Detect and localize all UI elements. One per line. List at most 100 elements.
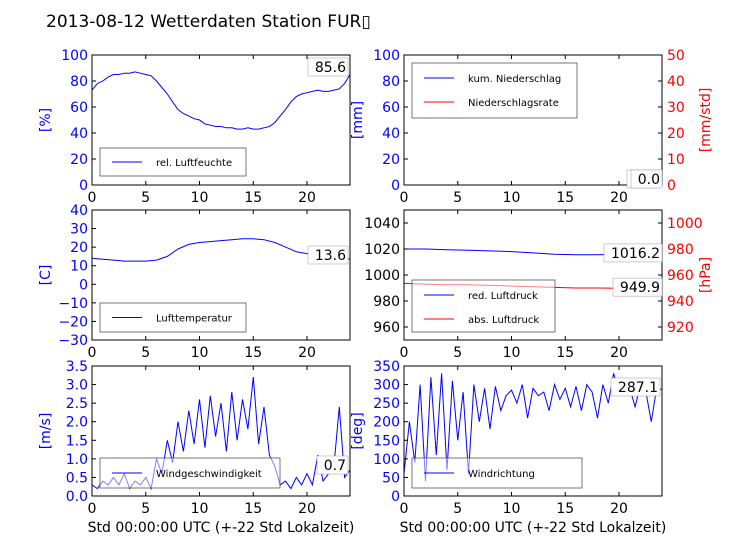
y-tick-label: 3.0 [66,378,88,394]
x-tick-label: 20 [610,190,628,206]
legend: Lufttemperatur [99,302,247,333]
last-value-label-box [316,455,349,475]
x-tick-label: 15 [556,345,574,361]
y-tick-label: 200 [373,415,400,431]
y-tick-label: 20 [70,152,88,168]
x-tick-label: 5 [141,501,150,517]
legend: red. Luftdruck abs. Luftdruck [411,279,556,333]
x-tick-label: 5 [453,345,462,361]
x-tick-label: 5 [453,190,462,206]
last-value2-label-box [630,169,663,189]
x-tick-label: 5 [453,501,462,517]
y-tick-label: 80 [382,74,400,90]
x-tick-label: 10 [503,501,521,517]
y-tick-label: 60 [382,100,400,116]
y-axis-label: [%] [38,108,54,132]
chart-humidity: 0 5 10 15 20 0 20 40 60 80 100 [%] 85.6 rel. Luftfeuc… [38,48,351,206]
x-tick-label: 20 [298,190,316,206]
y-tick-label: 2.0 [66,415,88,431]
series-line-humidity-0 [91,71,351,130]
y-tick-label: −30 [58,333,88,349]
y-tick-label: 1020 [364,242,400,258]
y-tick-label: 1.5 [66,433,88,449]
x-tick-label: 20 [610,501,628,517]
last-value-label-box [307,57,349,77]
legend-frame [411,62,578,119]
last-value-label: 0.7 [324,458,346,474]
y2-tick-label: 0 [667,178,676,194]
y-tick-label: 20 [382,152,400,168]
x-tick-label: 20 [298,345,316,361]
legend-label: abs. Luftdruck [468,315,539,326]
y-tick-label: 20 [70,240,88,256]
last-value-label-box [603,243,663,263]
y-tick-label: 0 [79,277,88,293]
x-tick-label: 20 [610,345,628,361]
y-tick-label: 0 [391,178,400,194]
last-value-label: 1016.2 [611,246,660,262]
x-tick-label: 10 [503,345,521,361]
x-tick-label: 0 [400,190,409,206]
y-tick-label: 0 [391,489,400,505]
plot-frame [403,365,663,497]
y-tick-label: 100 [373,48,400,64]
y-tick-label: 0 [79,178,88,194]
x-tick-label: 0 [88,345,97,361]
y2-tick-label: 30 [667,100,685,116]
x-tick-label: 10 [191,501,209,517]
x-tick-label: 10 [191,345,209,361]
series-line-temperature-0 [91,238,351,262]
y2-tick-label: 920 [667,320,694,336]
x-tick-label: 0 [88,501,97,517]
y-tick-label: −20 [58,314,88,330]
y-axis-label: [C] [38,265,54,286]
y-tick-label: 1040 [364,216,400,232]
y2-tick-label: 10 [667,152,685,168]
last-value2-label-box [612,277,663,297]
y-tick-label: 150 [373,433,400,449]
plot-frame [91,365,351,497]
y-tick-label: 40 [70,203,88,219]
x-tick-label: 0 [88,190,97,206]
y-tick-label: 30 [70,222,88,238]
plot-frame [403,54,663,186]
legend-label: Niederschlagsrate [468,98,559,109]
y-tick-label: −10 [58,296,88,312]
last-value-label-box [307,245,349,265]
y-tick-label: 40 [382,126,400,142]
y-tick-label: 1.0 [66,452,88,468]
x-tick-label: 5 [141,190,150,206]
x-tick-label: 0 [400,501,409,517]
legend-label: red. Luftdruck [468,291,538,302]
last-value2-label: 949.9 [620,280,660,296]
x-axis-label: Std 00:00:00 UTC (+-22 Std Lokalzeit) [88,520,355,536]
legend: Windgeschwindigkeit [99,457,281,489]
y-tick-label: 350 [373,359,400,375]
x-tick-label: 15 [244,501,262,517]
y2-tick-label: 20 [667,126,685,142]
last-value-label: 85.6 [315,60,346,76]
legend-label: Lufttemperatur [156,314,233,325]
legend: kum. Niederschlag Niederschlagsrate [411,62,578,119]
legend-label: kum. Niederschlag [468,74,561,85]
x-axis-label: Std 00:00:00 UTC (+-22 Std Lokalzeit) [400,520,667,536]
figure-title: 2013-08-12 Wetterdaten Station FUR▯ [46,12,371,32]
y2-tick-label: 1000 [667,216,703,232]
y2-axis-label: [mm/std] [698,88,714,153]
last-value2-label: 0.0 [638,172,660,188]
y-axis-label: [deg] [350,412,366,449]
plot-frame [91,209,351,341]
y-tick-label: 100 [373,452,400,468]
plot-frame [91,54,351,186]
y-tick-label: 3.5 [66,359,88,375]
legend-frame [411,279,556,333]
x-tick-label: 0 [400,345,409,361]
y-tick-label: 80 [70,74,88,90]
y2-tick-label: 980 [667,242,694,258]
y-tick-label: 50 [382,470,400,486]
y-axis-label: [mm] [350,101,366,139]
legend-label: rel. Luftfeuchte [156,158,232,169]
